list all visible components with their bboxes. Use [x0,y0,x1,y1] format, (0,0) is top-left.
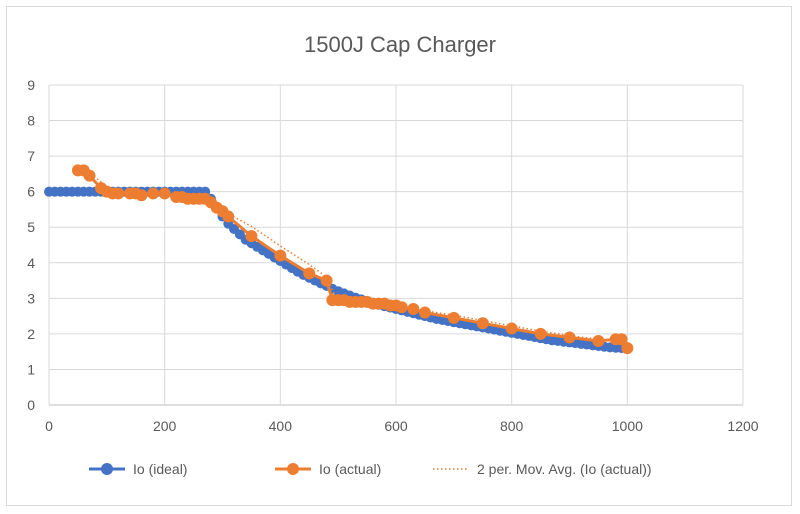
data-point [592,335,605,347]
data-point [222,210,235,223]
data-point [83,169,96,182]
data-point [418,306,431,319]
data-point [274,249,287,262]
chart-frame: 0 1 2 3 4 5 6 7 8 9 0 200 400 600 800 1000 1200 1500J Ca… [6,6,792,506]
x-tick-label: 1200 [727,418,758,434]
data-point [112,187,125,200]
legend-marker [287,463,299,475]
data-point [303,267,316,280]
y-tick-label: 5 [27,219,35,235]
data-point [320,274,333,287]
legend: Io (ideal) Io (actual) 2 per. Mov. Avg. (I… [89,461,652,477]
x-tick-label: 400 [269,418,293,434]
legend-marker [101,463,113,475]
data-point [147,187,160,200]
data-point [407,303,420,315]
y-tick-label: 6 [27,184,35,200]
chart-title: 1500J Cap Charger [304,32,496,57]
grid-layer [48,84,744,406]
y-tick-label: 3 [27,290,35,306]
data-point [476,317,489,330]
data-point [563,331,576,344]
data-point [505,322,518,335]
legend-entry: Io (ideal) [89,461,187,477]
legend-label: Io (actual) [319,461,381,477]
y-tick-label: 4 [27,255,35,271]
data-point [534,327,547,340]
data-point [395,301,408,314]
series-layer [44,164,634,355]
x-tick-label: 200 [153,418,177,434]
y-tick-label: 8 [27,113,35,129]
y-tick-label: 7 [27,148,35,164]
legend-entry: 2 per. Mov. Avg. (Io (actual)) [433,461,652,477]
tick-layer: 0 1 2 3 4 5 6 7 8 9 0 200 400 600 800 1000 1200 [27,77,759,434]
y-tick-label: 9 [27,77,35,93]
legend-label: 2 per. Mov. Avg. (Io (actual)) [477,461,652,477]
x-tick-label: 0 [45,418,53,434]
data-point [621,342,634,355]
data-point [245,230,258,243]
x-tick-label: 600 [384,418,408,434]
y-tick-label: 0 [27,397,35,413]
x-tick-label: 1000 [612,418,643,434]
series-line-ideal [49,190,628,350]
legend-label: Io (ideal) [133,461,187,477]
y-tick-label: 1 [27,361,35,377]
legend-entry: Io (actual) [275,461,381,477]
chart-svg: 0 1 2 3 4 5 6 7 8 9 0 200 400 600 800 1000 1200 1500J Ca… [27,32,759,477]
data-point [135,189,148,202]
y-tick-label: 2 [27,326,35,342]
data-point [447,311,460,324]
x-tick-label: 800 [500,418,524,434]
